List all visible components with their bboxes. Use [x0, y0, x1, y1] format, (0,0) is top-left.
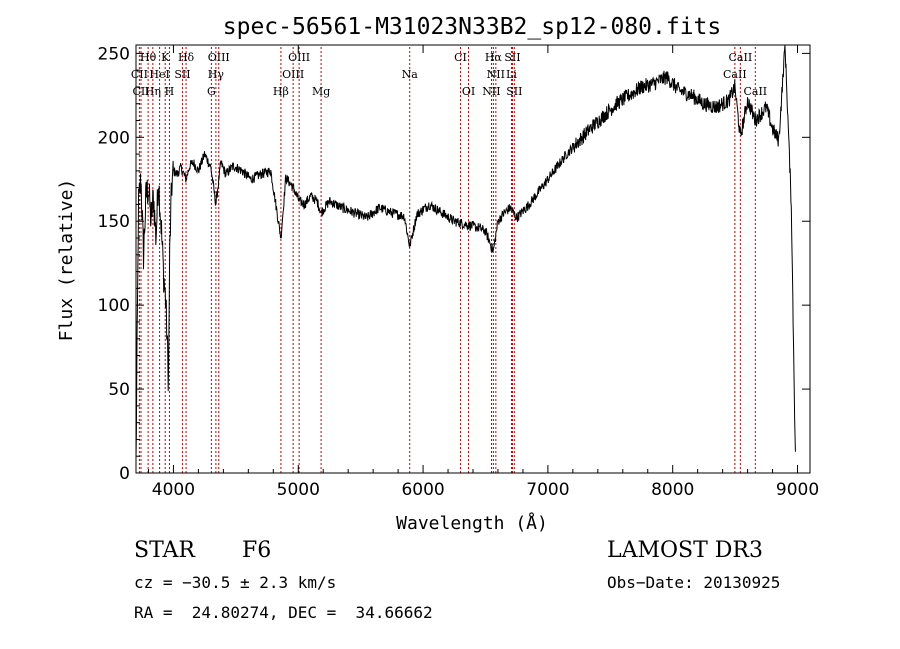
line-label-18: CII: [132, 85, 149, 98]
line-label-2: Hδ: [178, 51, 195, 64]
spectrum-line: [135, 44, 796, 459]
line-label-16: Li: [506, 68, 517, 81]
line-label-15: NII: [487, 68, 505, 81]
sky-coordinates: RA = 24.80274, DEC = 34.66662: [134, 603, 433, 622]
line-label-22: Hβ: [273, 85, 289, 98]
x-tick-label-4: 8000: [651, 480, 694, 500]
line-label-6: Hα: [485, 51, 503, 64]
survey-name: LAMOST DR3: [607, 538, 763, 563]
line-label-9: CII: [131, 68, 148, 81]
observation-date: Obs−Date: 20130925: [607, 573, 781, 592]
x-axis-label: Wavelength (Å): [396, 512, 548, 534]
line-label-12: Hγ: [208, 68, 225, 81]
line-label-13: OIII: [282, 68, 304, 81]
line-label-21: G: [207, 85, 216, 98]
line-label-0: Hθ: [140, 51, 157, 64]
line-label-27: CaII: [743, 85, 767, 98]
object-class: STAR: [134, 538, 195, 563]
x-tick-label-5: 9000: [776, 480, 819, 500]
y-tick-label-0: 0: [119, 464, 130, 484]
line-label-19: Hη: [145, 85, 161, 98]
x-tick-label-3: 7000: [526, 480, 569, 500]
chart-title: spec-56561-M31023N33B2_sp12-080.fits: [223, 14, 722, 40]
line-label-25: NII: [482, 85, 500, 98]
x-tick-label-0: 4000: [152, 480, 195, 500]
y-tick-label-4: 200: [98, 128, 130, 148]
object-subclass: F6: [242, 538, 272, 563]
spectrum-data: [135, 44, 796, 459]
y-tick-label-3: 150: [98, 212, 130, 232]
line-label-5: CI: [454, 51, 467, 64]
line-label-10: HeI: [149, 68, 169, 81]
line-label-11: SII: [174, 68, 190, 81]
line-label-20: H: [165, 85, 175, 98]
axes: 4000 5000 6000 7000 8000 9000 0 50 100 150 200 250: [98, 44, 820, 500]
y-tick-label-1: 50: [108, 380, 130, 400]
y-axis-label: Flux (relative): [56, 179, 77, 342]
line-label-8: CaII: [729, 51, 753, 64]
line-label-23: Mg: [312, 85, 330, 98]
line-label-14: Na: [402, 68, 419, 81]
line-label-17: CaII: [723, 68, 747, 81]
line-label-24: OI: [462, 85, 475, 98]
x-tick-label-2: 6000: [401, 480, 444, 500]
line-label-4: OIII: [288, 51, 310, 64]
spectral-line-markers: [138, 47, 756, 473]
line-label-1: K: [161, 51, 170, 64]
line-label-7: SII: [504, 51, 520, 64]
redshift-velocity: cz = −30.5 ± 2.3 km/s: [134, 573, 337, 592]
y-tick-label-5: 250: [98, 44, 130, 64]
line-label-3: OIII: [208, 51, 230, 64]
y-tick-label-2: 100: [98, 296, 130, 316]
x-tick-label-1: 5000: [277, 480, 320, 500]
line-label-26: SII: [506, 85, 522, 98]
